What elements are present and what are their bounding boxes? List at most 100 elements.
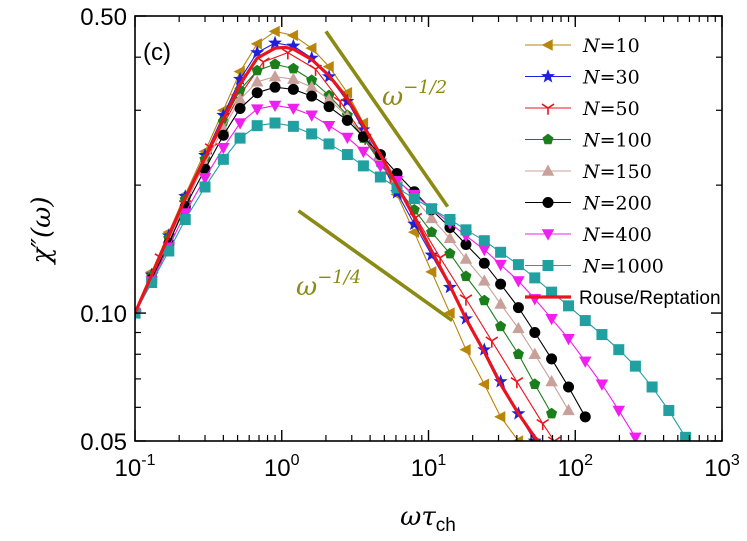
data-point [629, 432, 642, 441]
legend-marker [542, 197, 554, 209]
data-point [579, 315, 591, 327]
data-point [529, 272, 541, 284]
legend-label-var: N [582, 161, 601, 183]
data-point [529, 327, 541, 339]
legend-label-value: =1000 [600, 256, 664, 278]
data-point [425, 211, 438, 224]
data-point [305, 42, 317, 54]
data-point [536, 418, 550, 431]
x-tick-base: 10 [115, 455, 142, 482]
slope-label-base: ω [382, 82, 403, 112]
data-point [443, 307, 455, 319]
legend-label: N=150 [582, 161, 652, 183]
data-point [323, 138, 335, 150]
series-N=1000 [135, 117, 692, 441]
data-point [251, 64, 263, 76]
slope-quarter-label: ω−1/4 [296, 267, 361, 302]
x-axis-title: ωτch [400, 502, 456, 536]
data-point [341, 132, 354, 145]
legend-marker [541, 103, 555, 115]
data-point [478, 257, 490, 269]
series-line [135, 45, 542, 441]
series-layer [135, 25, 692, 441]
slope-guides [297, 30, 454, 323]
legend-label-value: =100 [600, 130, 652, 152]
data-point [495, 246, 507, 258]
data-point [595, 379, 609, 391]
slope-half-line [324, 30, 450, 208]
legend-entry: N=30 [525, 67, 640, 89]
data-point [287, 103, 300, 116]
legend-label-value: =400 [600, 224, 652, 246]
data-point [529, 378, 541, 389]
legend-entry: Rouse/Reptation [525, 288, 721, 309]
legend-label-value: =50 [600, 98, 640, 120]
data-point [286, 29, 299, 42]
data-point [341, 149, 353, 161]
data-point [217, 142, 230, 155]
data-point [512, 321, 525, 334]
data-point [374, 171, 386, 183]
data-point [494, 259, 507, 272]
panel-label: (c) [143, 39, 171, 66]
legend-entry: N=10 [525, 35, 640, 57]
data-point [426, 203, 438, 215]
data-point [629, 360, 641, 372]
slope-label-exp: −1/2 [403, 77, 447, 98]
data-point [250, 104, 264, 116]
legend-entry: N=50 [525, 98, 640, 120]
x-tick-exp: -1 [141, 452, 155, 469]
legend-label: N=200 [582, 193, 652, 215]
legend-label: N=400 [582, 224, 652, 246]
data-point [512, 302, 524, 314]
data-point [269, 58, 281, 69]
data-point [217, 153, 229, 165]
data-point [198, 173, 212, 185]
data-point [460, 270, 472, 282]
data-point [306, 90, 318, 102]
data-point [269, 81, 281, 93]
data-point [494, 411, 506, 423]
data-point [478, 274, 491, 286]
legend-label-var: N [582, 98, 601, 120]
x-tick-exp: 0 [291, 452, 300, 469]
data-point [250, 75, 264, 87]
data-point [495, 320, 507, 332]
data-point [545, 374, 558, 387]
data-point [646, 381, 658, 393]
slope-quarter-line [297, 209, 454, 323]
legend-entry: N=100 [525, 130, 652, 152]
data-point [512, 276, 525, 288]
x-tick-exp: 2 [584, 452, 593, 469]
legend-label-var: N [582, 256, 601, 278]
legend-label-var: N [582, 35, 601, 57]
series-N=200 [135, 81, 591, 423]
legend-label-var: N [582, 130, 601, 152]
data-point [305, 110, 318, 122]
x-axis-title-sub: ch [436, 515, 456, 536]
data-point [179, 208, 192, 220]
x-tick-base: 10 [704, 455, 731, 482]
data-point [250, 45, 265, 59]
data-point [306, 128, 318, 140]
slope-half-label: ω−1/2 [382, 77, 447, 112]
x-tick-base: 10 [557, 455, 584, 482]
y-axis-title: χ″(ω) [27, 197, 57, 266]
legend-label: Rouse/Reptation [579, 288, 721, 309]
legend-entry: N=400 [525, 224, 652, 246]
data-point [596, 329, 608, 341]
data-point [459, 294, 473, 306]
x-axis-title-main: ωτ [400, 502, 436, 532]
series-line [135, 52, 555, 441]
data-point [528, 347, 542, 359]
legend-label: N=100 [582, 130, 652, 152]
data-point [547, 436, 561, 441]
data-point [562, 403, 575, 416]
data-point [199, 181, 211, 193]
data-point [512, 348, 524, 359]
data-point [287, 62, 299, 74]
data-point [233, 118, 247, 130]
data-point [485, 336, 499, 348]
data-point [444, 247, 456, 259]
